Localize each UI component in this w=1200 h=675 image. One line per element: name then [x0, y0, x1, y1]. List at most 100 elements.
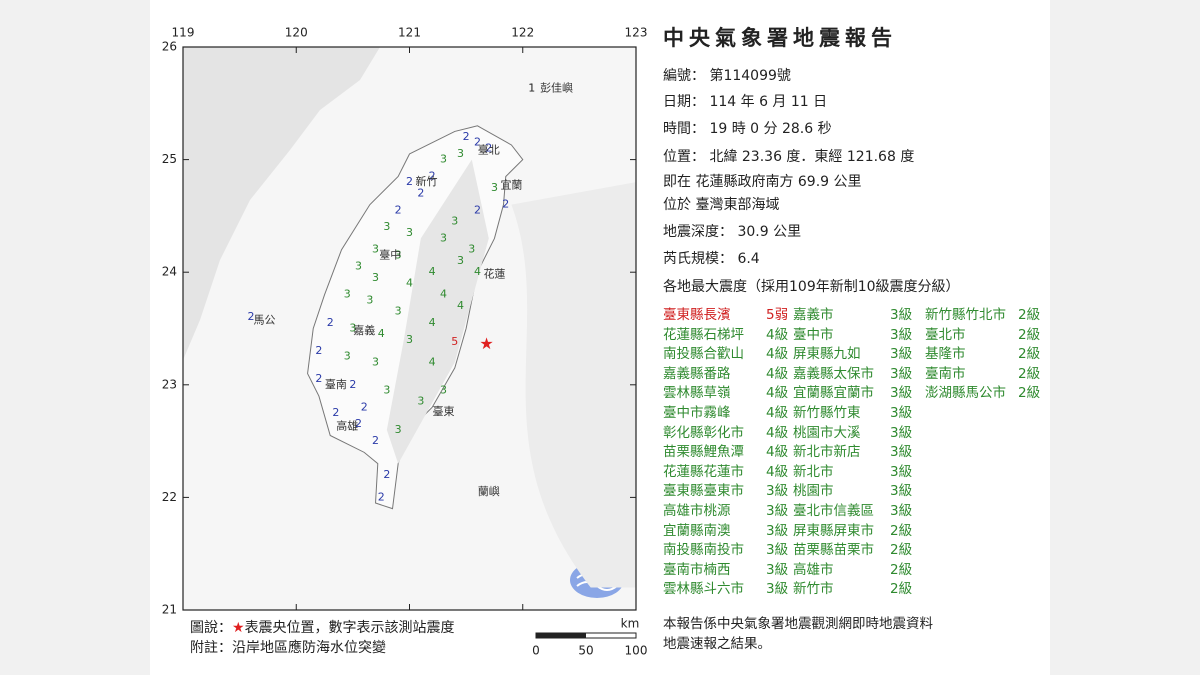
intensity-level: 3級: [766, 581, 789, 598]
scale-unit: km: [621, 617, 640, 631]
intensity-place: 澎湖縣馬公市: [925, 385, 1006, 402]
intensity-place: 宜蘭縣南澳: [663, 522, 731, 539]
station-intensity: 3: [344, 288, 351, 301]
station-intensity: 4: [440, 288, 447, 301]
intensity-place: 彰化縣彰化市: [663, 424, 744, 441]
station-intensity: 3: [372, 271, 379, 284]
station-intensity: 2: [429, 169, 436, 182]
intensity-level: 2級: [890, 561, 913, 578]
footnote: 地震速報之結果。: [663, 636, 771, 652]
intensity-place: 屏東縣九如: [793, 346, 861, 363]
intensity-level: 2級: [1018, 326, 1041, 343]
station-intensity: 4: [378, 327, 385, 340]
station-intensity: 2: [315, 344, 322, 357]
station-intensity: 3: [451, 215, 458, 228]
scale-label: 50: [578, 644, 593, 658]
station-intensity: 2: [474, 136, 481, 149]
x-tick-label: 123: [625, 26, 648, 40]
intensity-place: 南投縣南投市: [663, 542, 744, 559]
intensity-place: 基隆市: [925, 346, 966, 363]
station-intensity: 3: [440, 153, 447, 166]
intensity-place: 宜蘭縣宜蘭市: [793, 385, 874, 402]
intensity-level: 4級: [766, 326, 789, 343]
intensity-place: 臺東縣長濱: [663, 307, 731, 323]
station-intensity: 2: [315, 372, 322, 385]
station-intensity: 3: [395, 305, 402, 318]
y-tick-label: 21: [162, 603, 177, 617]
legend: 圖說：★表震央位置，數字表示該測站震度: [190, 617, 455, 637]
station-intensity: 3: [349, 322, 356, 335]
intensity-level: 2級: [1018, 385, 1041, 402]
intensity-level: 4級: [766, 463, 789, 480]
station-intensity: 1: [528, 82, 535, 95]
place-label: 馬公: [254, 314, 276, 327]
intensity-level: 4級: [766, 424, 789, 441]
place-label: 宜蘭: [500, 177, 522, 191]
intensity-place: 新竹市: [793, 581, 834, 598]
intensity-level: 3級: [890, 385, 913, 402]
place-label: 臺中: [379, 247, 401, 261]
station-intensity: 3: [383, 383, 390, 396]
station-intensity: 2: [361, 400, 368, 413]
intensity-level: 5弱: [766, 307, 789, 323]
intensity-level: 3級: [890, 483, 913, 500]
station-intensity: 4: [429, 355, 436, 368]
x-tick-label: 121: [398, 26, 421, 40]
intensity-level: 3級: [890, 424, 913, 441]
place-label: 臺北: [478, 143, 500, 157]
report-field: 編號： 第114099號: [663, 68, 791, 84]
y-tick-label: 26: [162, 40, 177, 54]
station-intensity: 2: [349, 378, 356, 391]
report-field: 位置： 北緯 23.36 度．東經 121.68 度: [663, 149, 915, 165]
report-field: 位於 臺灣東部海域: [663, 197, 780, 213]
place-label: 蘭嶼: [478, 484, 500, 498]
intensity-level: 4級: [766, 444, 789, 461]
report-field: 地震深度： 30.9 公里: [663, 224, 802, 240]
intensity-place: 桃園市: [793, 483, 834, 500]
intensity-level: 3級: [890, 444, 913, 461]
intensity-level: 3級: [890, 405, 913, 421]
station-intensity: 2: [327, 316, 334, 329]
intensity-level: 2級: [890, 522, 913, 539]
station-intensity: 4: [429, 265, 436, 278]
footnote: 本報告係中央氣象署地震觀測網即時地震資料: [663, 616, 933, 632]
station-intensity: 4: [457, 299, 464, 312]
station-intensity: 2: [378, 490, 385, 503]
intensity-place: 臺北市: [925, 326, 966, 343]
x-tick-label: 119: [172, 26, 195, 40]
station-intensity: 2: [463, 130, 470, 143]
station-intensity: 2: [395, 203, 402, 216]
station-intensity: 3: [372, 243, 379, 256]
intensity-level: 3級: [766, 542, 789, 559]
intensity-place: 新竹縣竹北市: [925, 307, 1006, 323]
intensity-level: 4級: [766, 385, 789, 402]
station-intensity: 2: [417, 186, 424, 199]
intensity-place: 苗栗縣鯉魚潭: [663, 444, 744, 461]
x-tick-label: 120: [285, 26, 308, 40]
station-intensity: 2: [355, 417, 362, 430]
intensity-level: 3級: [890, 326, 913, 343]
station-intensity: 2: [502, 198, 509, 211]
legend-prefix: 圖說：: [190, 620, 232, 636]
report-title: 中央氣象署地震報告: [663, 26, 897, 50]
intensity-level: 3級: [890, 346, 913, 363]
intensity-level: 3級: [766, 522, 789, 539]
map-frame: [182, 46, 637, 611]
intensity-level: 4級: [766, 405, 789, 421]
legend-note: 附註：沿岸地區應防海水位突變: [190, 640, 386, 656]
y-tick-label: 22: [162, 490, 177, 504]
station-intensity: 3: [406, 226, 413, 239]
station-intensity: 2: [383, 468, 390, 481]
mountain-relief: [386, 159, 489, 464]
intensity-level: 3級: [890, 503, 913, 519]
intensity-level: 3級: [890, 307, 913, 323]
intensity-level: 4級: [766, 365, 789, 382]
station-intensity: 3: [355, 260, 362, 273]
y-tick-label: 25: [162, 152, 177, 166]
station-intensity: 4: [406, 276, 413, 289]
place-label: 新竹: [416, 174, 438, 188]
intensity-place: 花蓮縣花蓮市: [663, 463, 744, 480]
place-label: 臺南: [325, 377, 347, 391]
